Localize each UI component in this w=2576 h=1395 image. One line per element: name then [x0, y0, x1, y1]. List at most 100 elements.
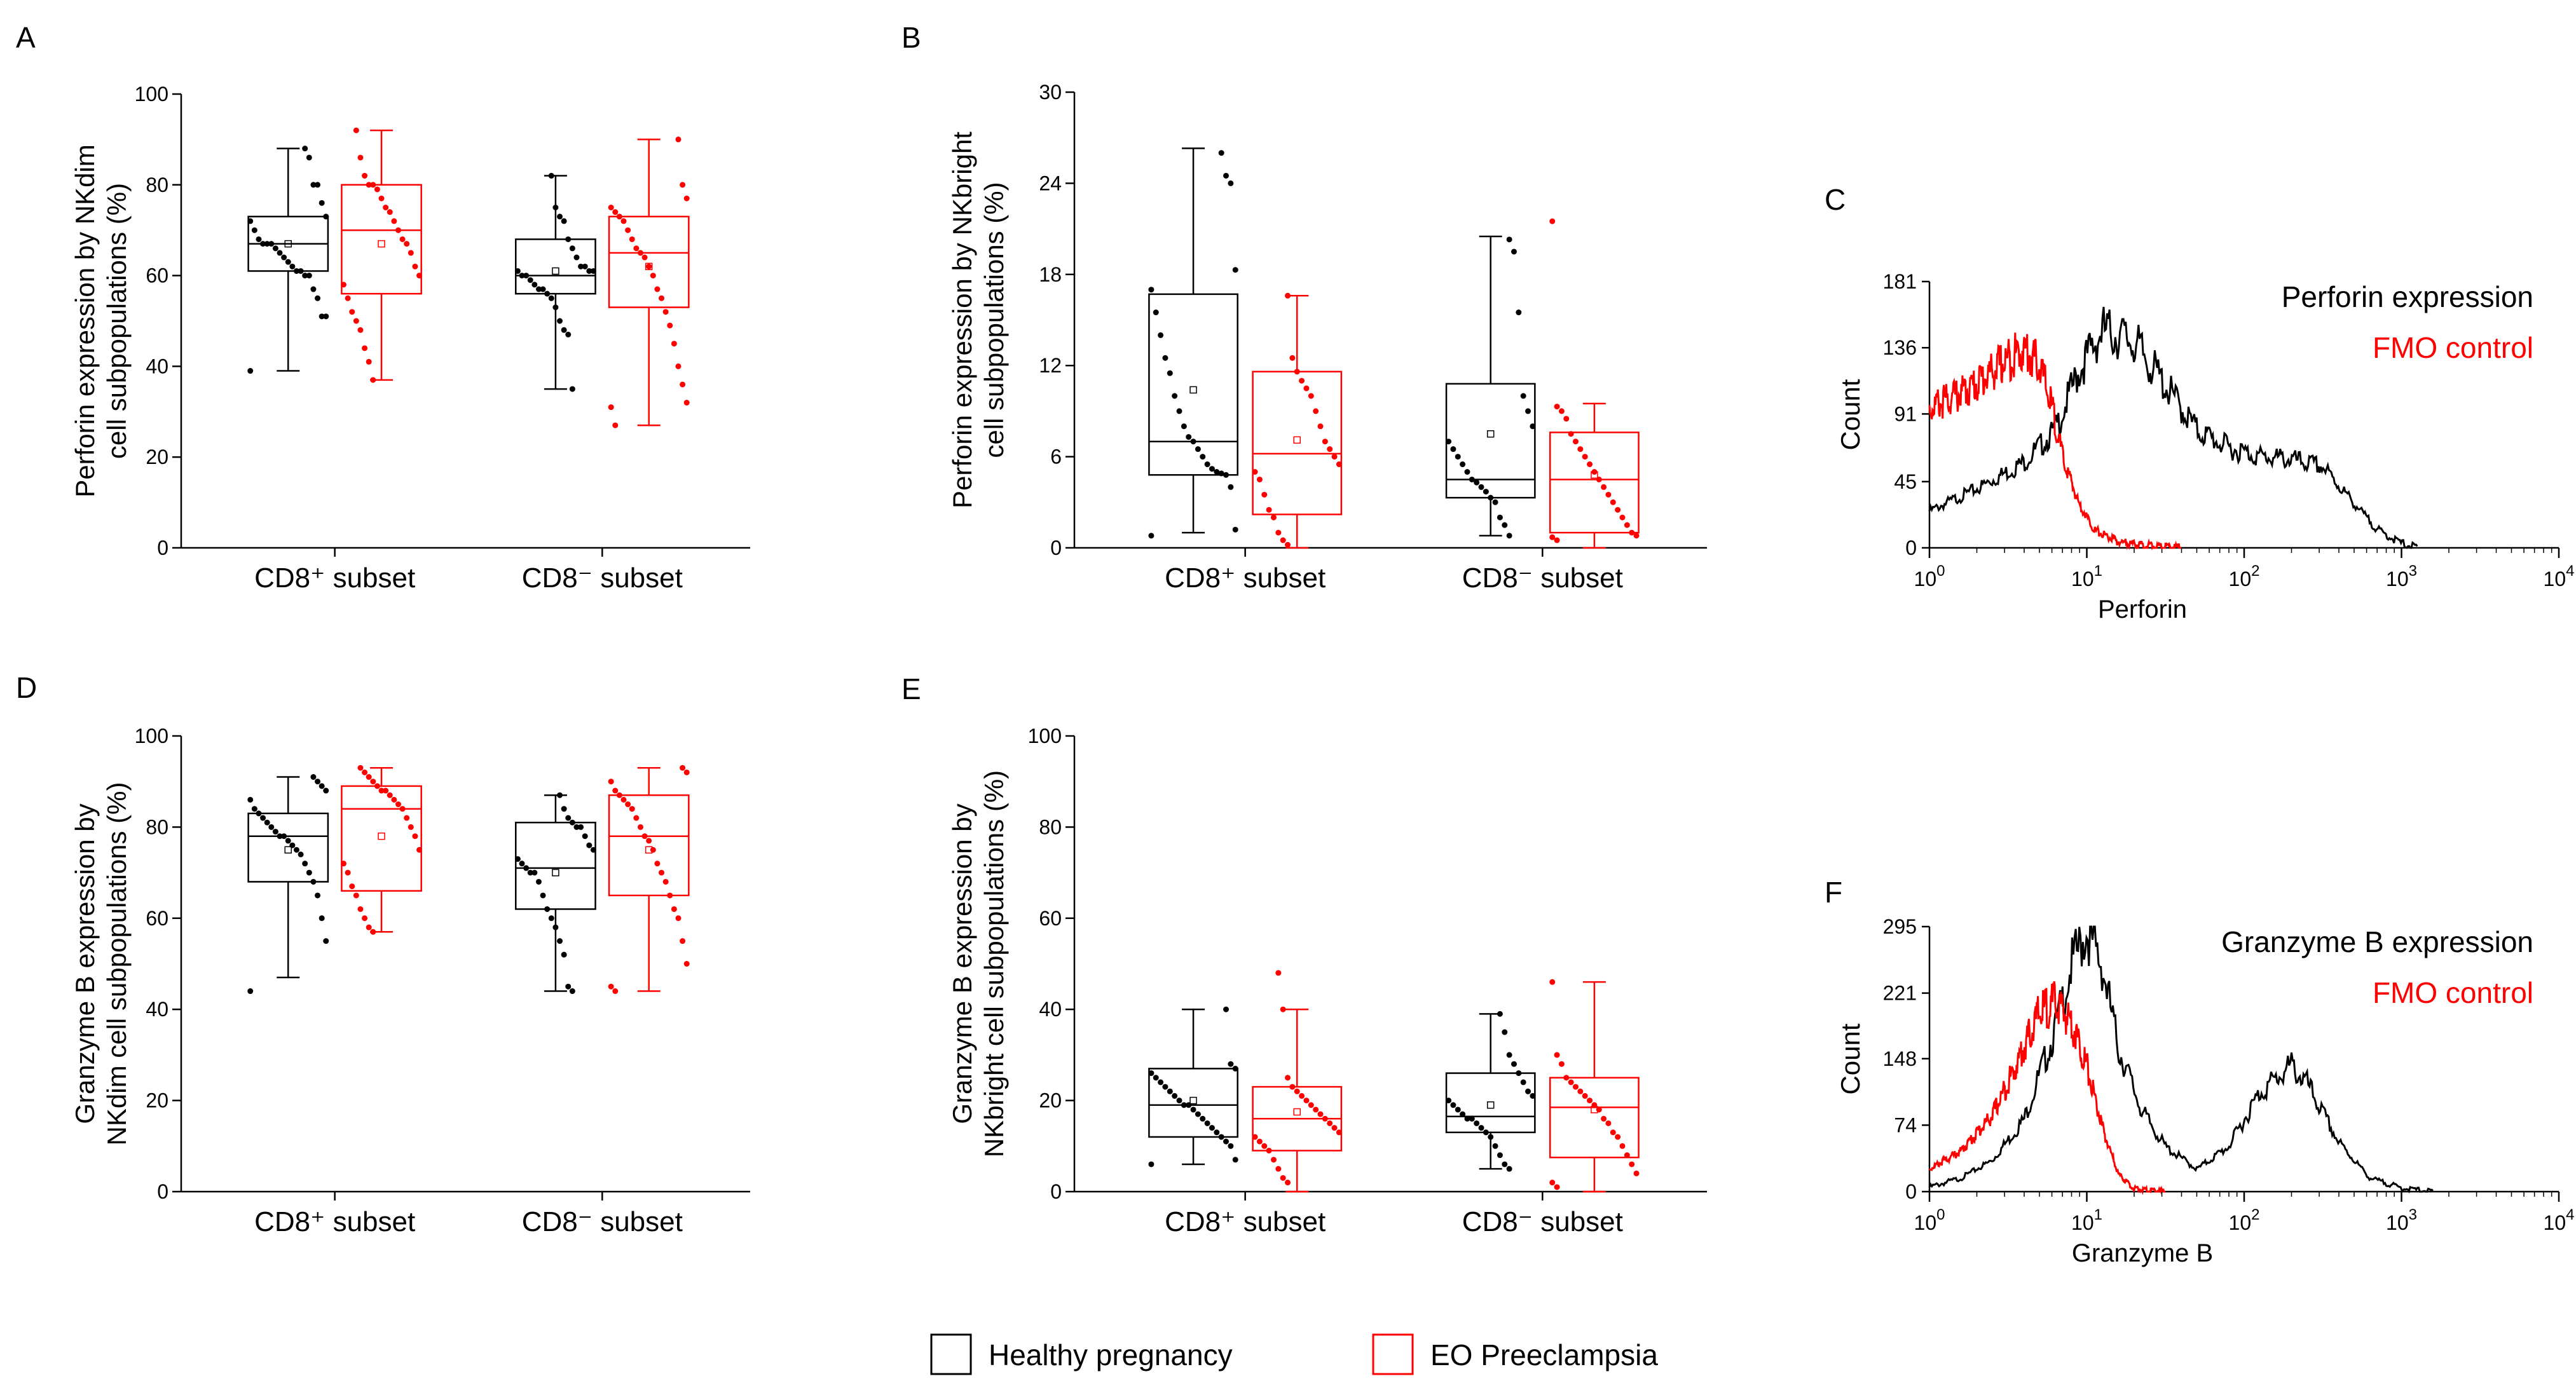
data-point: [544, 906, 551, 912]
y-tick-label: 136: [1883, 336, 1917, 359]
box-iqr: [515, 238, 596, 295]
data-point: [387, 792, 393, 798]
data-point: [1577, 1088, 1584, 1094]
mean-marker: [1486, 1101, 1495, 1109]
data-point: [264, 819, 270, 826]
data-point: [1506, 236, 1512, 243]
data-point: [1181, 1102, 1187, 1108]
data-point: [1289, 355, 1296, 361]
data-point: [247, 988, 254, 995]
data-point: [1516, 310, 1522, 316]
data-point: [1591, 1102, 1598, 1108]
data-point: [637, 824, 643, 830]
data-point: [1252, 469, 1258, 475]
data-point: [319, 200, 325, 206]
data-point: [565, 331, 572, 337]
x-tick-base: 10: [2544, 568, 2566, 590]
data-point: [1587, 461, 1593, 468]
data-point: [1549, 534, 1556, 540]
data-point: [319, 915, 325, 922]
data-point: [298, 268, 304, 274]
box-healthy: [1445, 235, 1536, 539]
data-point: [561, 327, 567, 333]
data-point: [1450, 446, 1456, 453]
data-point: [1190, 439, 1196, 445]
box-eop: [341, 127, 423, 383]
data-point: [357, 906, 364, 912]
data-point: [268, 241, 275, 247]
y-axis-label-line: Granzyme B expression by: [70, 803, 100, 1124]
data-point: [633, 815, 640, 821]
x-category-label: CD8⁻ subset: [522, 1206, 683, 1237]
legend-label: EO Preeclampsia: [1430, 1338, 1658, 1371]
data-point: [319, 313, 325, 320]
y-tick-label: 20: [1039, 1089, 1062, 1112]
data-point: [281, 254, 287, 261]
box-iqr: [608, 215, 690, 308]
box-eop: [1252, 292, 1343, 549]
data-point: [1308, 1102, 1314, 1108]
data-point: [683, 769, 690, 775]
box-iqr: [1549, 432, 1640, 534]
data-point: [557, 792, 563, 798]
data-point: [1568, 1079, 1574, 1085]
data-point: [341, 282, 347, 288]
data-point: [281, 833, 287, 840]
data-point: [540, 286, 546, 292]
data-point: [349, 309, 355, 315]
data-point: [1214, 469, 1220, 475]
data-point: [1266, 1147, 1272, 1153]
data-point: [293, 268, 299, 274]
data-point: [616, 214, 622, 220]
legend-item: EO Preeclampsia: [1372, 1333, 1658, 1375]
mean-marker: [284, 846, 292, 854]
data-point: [1303, 385, 1310, 391]
box-eop: [1252, 970, 1343, 1193]
data-point: [370, 377, 376, 383]
data-point: [1478, 1125, 1484, 1131]
data-point: [535, 286, 542, 292]
box-iqr: [341, 785, 422, 892]
panel-letter: A: [16, 21, 36, 54]
data-point: [1153, 310, 1159, 316]
data-point: [285, 259, 291, 265]
data-point: [404, 241, 410, 247]
data-point: [680, 765, 686, 771]
y-tick-label: 0: [1905, 1180, 1917, 1203]
data-point: [671, 341, 677, 347]
data-point: [680, 182, 686, 188]
data-point: [569, 386, 575, 392]
data-point: [675, 363, 682, 369]
y-tick-label: 40: [1039, 998, 1062, 1021]
histogram-legend-entry: FMO control: [2373, 331, 2533, 364]
mean-marker: [378, 240, 385, 248]
data-point: [1591, 469, 1598, 475]
data-point: [1294, 369, 1300, 375]
x-axis-label: Granzyme B: [2072, 1239, 2213, 1267]
data-point: [667, 322, 673, 329]
data-point: [1256, 1138, 1263, 1145]
box-iqr: [1148, 293, 1238, 476]
data-point: [1181, 423, 1187, 430]
data-point: [1488, 1134, 1494, 1140]
x-tick-exponent: 0: [1936, 562, 1945, 580]
data-point: [260, 815, 266, 821]
data-point: [357, 327, 364, 333]
data-point: [323, 938, 329, 944]
data-point: [1228, 1143, 1234, 1149]
data-point: [667, 892, 673, 899]
x-category-label: CD8⁻ subset: [1462, 562, 1623, 594]
data-point: [680, 381, 686, 388]
y-tick-label: 0: [157, 1180, 168, 1203]
data-point: [362, 915, 368, 922]
data-point: [1223, 1138, 1230, 1145]
data-point: [323, 313, 329, 320]
data-point: [1610, 499, 1616, 505]
data-point: [1232, 267, 1238, 273]
data-point: [514, 268, 521, 274]
data-point: [641, 833, 648, 840]
mean-marker: [1189, 386, 1197, 394]
data-point: [1218, 150, 1224, 156]
box-healthy: [514, 792, 596, 995]
data-point: [1299, 378, 1305, 384]
